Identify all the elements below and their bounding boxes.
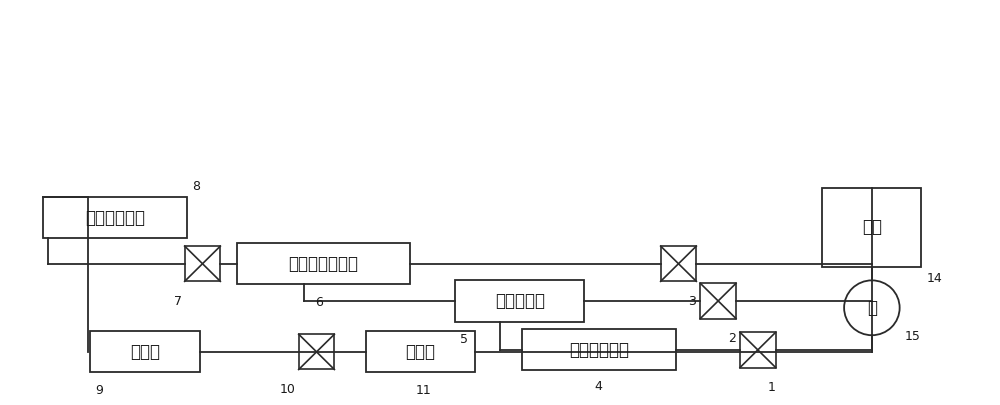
- Text: 2: 2: [728, 332, 736, 345]
- Bar: [822, 188, 921, 266]
- Bar: [661, 246, 696, 281]
- Text: 10: 10: [280, 383, 296, 396]
- Text: 7: 7: [174, 295, 182, 308]
- Bar: [522, 329, 676, 371]
- Text: 发动机冷却水套: 发动机冷却水套: [288, 255, 358, 273]
- Bar: [740, 332, 776, 367]
- Text: 3: 3: [688, 295, 696, 308]
- Bar: [455, 280, 584, 322]
- Text: 15: 15: [905, 330, 920, 343]
- Circle shape: [844, 280, 900, 335]
- Text: 11: 11: [416, 384, 431, 397]
- Text: 5: 5: [460, 333, 468, 346]
- Bar: [185, 246, 220, 281]
- Text: 4: 4: [594, 380, 602, 393]
- Text: 8: 8: [192, 180, 200, 193]
- Bar: [90, 331, 200, 373]
- Text: 6: 6: [316, 296, 323, 309]
- Bar: [700, 284, 736, 319]
- Bar: [43, 197, 187, 238]
- Text: 泵: 泵: [867, 299, 877, 317]
- Text: 14: 14: [926, 271, 942, 285]
- Text: 水筱: 水筱: [862, 218, 882, 237]
- Bar: [299, 334, 334, 369]
- Text: 膨胀机: 膨胀机: [130, 343, 160, 361]
- Text: 电池包换热器: 电池包换热器: [569, 341, 629, 359]
- Text: 电机换热器: 电机换热器: [495, 292, 545, 310]
- Text: 尾气热交换器: 尾气热交换器: [85, 209, 145, 227]
- Text: 冷凝器: 冷凝器: [406, 343, 436, 361]
- Bar: [366, 331, 475, 373]
- Bar: [237, 243, 410, 284]
- Text: 1: 1: [768, 381, 776, 394]
- Text: 9: 9: [95, 384, 103, 397]
